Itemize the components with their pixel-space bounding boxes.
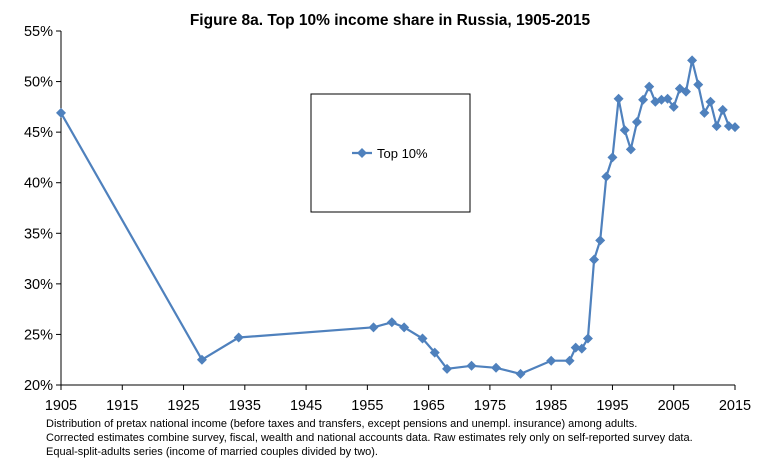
y-tick-label: 35%	[24, 226, 53, 242]
note-line-3: Equal-split-adults series (income of mar…	[46, 446, 378, 458]
legend-box	[310, 93, 471, 213]
x-tick-label: 2005	[658, 398, 690, 414]
series-top-10	[56, 55, 740, 379]
note-line-1: Distribution of pretax national income (…	[46, 418, 638, 430]
data-point	[570, 342, 581, 353]
data-point	[442, 363, 453, 374]
x-tick-label: 1905	[45, 398, 77, 414]
x-tick-label: 1955	[351, 398, 383, 414]
data-point	[576, 343, 587, 354]
y-tick-label: 55%	[24, 24, 53, 40]
data-point	[386, 317, 397, 328]
data-point	[417, 333, 428, 344]
data-point	[705, 96, 716, 107]
data-point	[466, 360, 477, 371]
x-tick-label: 1965	[413, 398, 445, 414]
data-point	[595, 235, 606, 246]
legend: Top 10%	[310, 93, 471, 213]
x-axis: 1905 1915 1925 1935 1945 1955 1965 1975 1985 1995…	[45, 385, 751, 414]
x-tick-label: 1915	[106, 398, 138, 414]
y-axis: 20% 25% 30% 35% 40% 45% 50% 55%	[24, 24, 61, 394]
data-point	[589, 254, 600, 265]
y-tick-label: 20%	[24, 378, 53, 394]
x-tick-label: 1995	[596, 398, 628, 414]
data-point	[546, 355, 557, 366]
data-point	[656, 94, 667, 105]
x-tick-label: 2015	[719, 398, 751, 414]
data-point	[56, 107, 66, 118]
data-point	[662, 93, 673, 104]
data-point	[693, 79, 704, 90]
data-point	[368, 322, 379, 333]
data-point	[601, 171, 612, 182]
y-tick-label: 50%	[24, 75, 53, 91]
data-point	[233, 332, 244, 343]
legend-label: Top 10%	[377, 146, 428, 161]
data-point	[631, 117, 642, 128]
data-point	[607, 152, 618, 163]
data-point	[638, 94, 649, 105]
data-point	[625, 144, 636, 155]
y-tick-label: 45%	[24, 125, 53, 141]
y-tick-label: 30%	[24, 277, 53, 293]
y-tick-label: 25%	[24, 327, 53, 343]
data-point	[196, 354, 207, 365]
x-tick-label: 1985	[535, 398, 567, 414]
x-tick-label: 1925	[167, 398, 199, 414]
data-point	[730, 122, 740, 133]
data-point	[668, 101, 679, 112]
data-point	[619, 125, 630, 136]
data-point	[699, 107, 710, 118]
data-point	[680, 86, 691, 97]
x-tick-label: 1945	[290, 398, 322, 414]
data-point	[687, 55, 698, 66]
data-point	[399, 322, 410, 333]
data-point	[491, 362, 502, 373]
chart-title: Figure 8a. Top 10% income share in Russi…	[190, 12, 591, 29]
x-tick-label: 1935	[229, 398, 261, 414]
data-point	[717, 104, 728, 115]
legend-marker	[357, 148, 367, 158]
data-point	[582, 333, 593, 344]
data-point	[564, 355, 575, 366]
x-tick-label: 1975	[474, 398, 506, 414]
y-tick-label: 40%	[24, 176, 53, 192]
data-point	[515, 368, 526, 379]
data-point	[711, 121, 722, 132]
note-line-2: Corrected estimates combine survey, fisc…	[46, 432, 693, 444]
plot-frame	[60, 31, 735, 386]
data-point	[429, 347, 440, 358]
data-point	[723, 121, 734, 132]
data-point	[613, 93, 624, 104]
data-point	[644, 81, 655, 92]
